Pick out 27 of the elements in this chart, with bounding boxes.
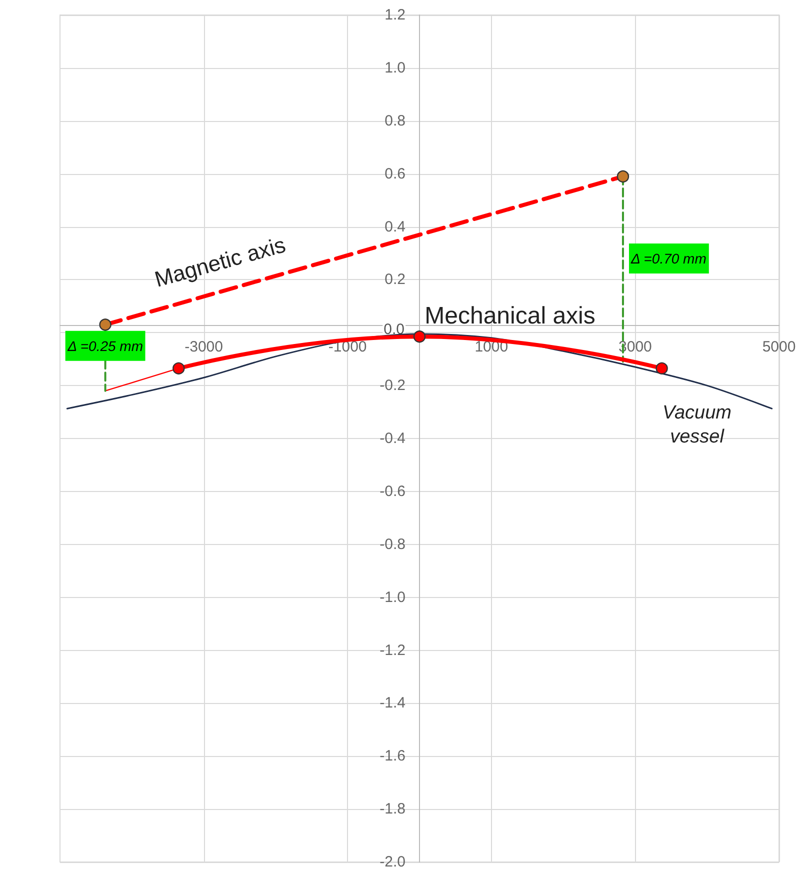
y-tick-label: -2.0 <box>380 854 406 870</box>
y-tick-label: -0.2 <box>380 377 406 394</box>
y-tick-label: 0.2 <box>384 271 406 288</box>
y-tick-label: -0.4 <box>380 430 406 447</box>
annotation: Mechanical axis <box>424 302 596 330</box>
annotation: Vacuum vessel <box>662 402 732 448</box>
y-tick-label: 1.2 <box>384 6 406 24</box>
y-tick-label: -1.6 <box>380 748 406 765</box>
y-tick-label: -0.8 <box>380 536 406 553</box>
y-tick-label: 0.0 <box>384 321 404 338</box>
y-tick-label: -1.0 <box>380 588 406 606</box>
y-tick-label: -1.4 <box>380 694 406 712</box>
y-tick-label: -0.6 <box>380 482 406 500</box>
annotation: Magnetic axis <box>152 232 288 292</box>
y-tick-label: -1.2 <box>380 642 406 659</box>
point <box>172 362 185 374</box>
x-tick-label: -3000 <box>184 338 223 356</box>
x-tick-label: 5000 <box>762 338 796 356</box>
y-tick-label: -1.8 <box>380 800 406 818</box>
annotation: Δ =0.70 mm <box>630 250 707 267</box>
y-tick-label: 0.4 <box>384 218 406 236</box>
y-tick-label: 1.0 <box>384 59 406 76</box>
point <box>413 330 426 343</box>
y-tick-label: 0.8 <box>384 112 406 130</box>
point <box>656 362 668 374</box>
y-tick-label: 0.6 <box>384 165 406 182</box>
annotation: Δ =0.25 mm <box>66 338 144 354</box>
